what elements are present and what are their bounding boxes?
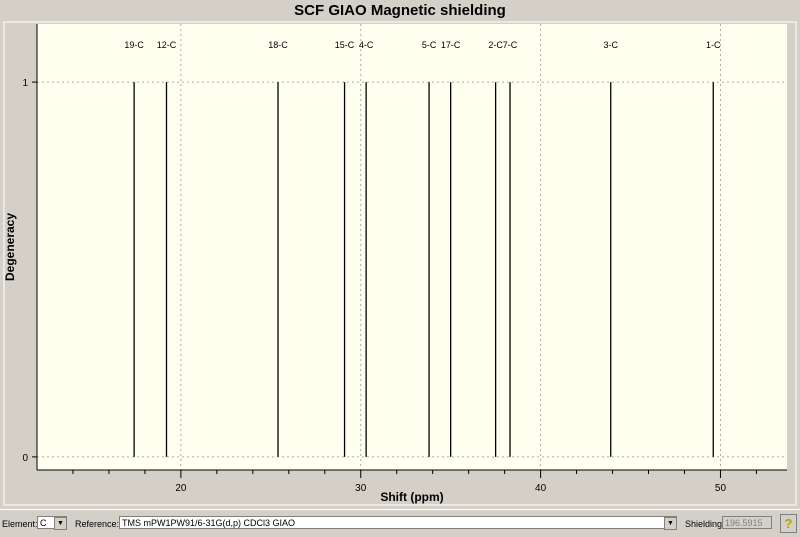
peak-label: 18-C bbox=[268, 40, 288, 50]
peak-label: 3-C bbox=[603, 40, 618, 50]
x-tick-label: 40 bbox=[535, 483, 547, 494]
question-icon[interactable]: ? bbox=[780, 514, 797, 533]
chart-title: SCF GIAO Magnetic shielding bbox=[294, 2, 506, 19]
x-tick-label: 50 bbox=[715, 483, 727, 494]
x-axis-label: Shift (ppm) bbox=[380, 490, 443, 504]
toolbar: Element: C ▼ Reference: TMS mPW1PW91/6-3… bbox=[0, 509, 800, 537]
peak-label: 12-C bbox=[157, 40, 177, 50]
element-label: Element: bbox=[2, 519, 38, 529]
reference-dropdown-icon[interactable]: ▼ bbox=[664, 517, 677, 530]
shielding-value: 196.5915 bbox=[725, 518, 763, 528]
peak-label: 19-C bbox=[124, 40, 144, 50]
chart: 19-C 12-C 18-C 15-C 4-C 5-C 17-C 2-C 7-C 3-C 1-C 20… bbox=[3, 21, 797, 506]
shielding-label: Shielding: bbox=[685, 519, 725, 529]
peak-label: 15-C bbox=[335, 40, 355, 50]
reference-value: TMS mPW1PW91/6-31G(d,p) CDCl3 GIAO bbox=[122, 518, 296, 528]
peak-label: 7-C bbox=[503, 40, 518, 50]
element-value: C bbox=[40, 518, 47, 528]
peak-label: 4-C bbox=[359, 40, 374, 50]
y-tick-label: 0 bbox=[22, 453, 28, 464]
reference-label: Reference: bbox=[75, 519, 120, 529]
x-tick-label: 30 bbox=[355, 483, 367, 494]
peak-label: 17-C bbox=[441, 40, 461, 50]
y-tick-label: 1 bbox=[22, 78, 28, 89]
peak-label: 2-C bbox=[488, 40, 503, 50]
element-dropdown-icon[interactable]: ▼ bbox=[54, 517, 67, 530]
x-tick-label: 20 bbox=[175, 483, 187, 494]
plot-area bbox=[37, 24, 787, 470]
y-axis-label: Degeneracy bbox=[3, 213, 17, 281]
reference-combo[interactable]: TMS mPW1PW91/6-31G(d,p) CDCl3 GIAO bbox=[119, 516, 677, 529]
peak-label: 5-C bbox=[422, 40, 437, 50]
peak-label: 1-C bbox=[706, 40, 721, 50]
shielding-field: 196.5915 bbox=[722, 516, 772, 529]
